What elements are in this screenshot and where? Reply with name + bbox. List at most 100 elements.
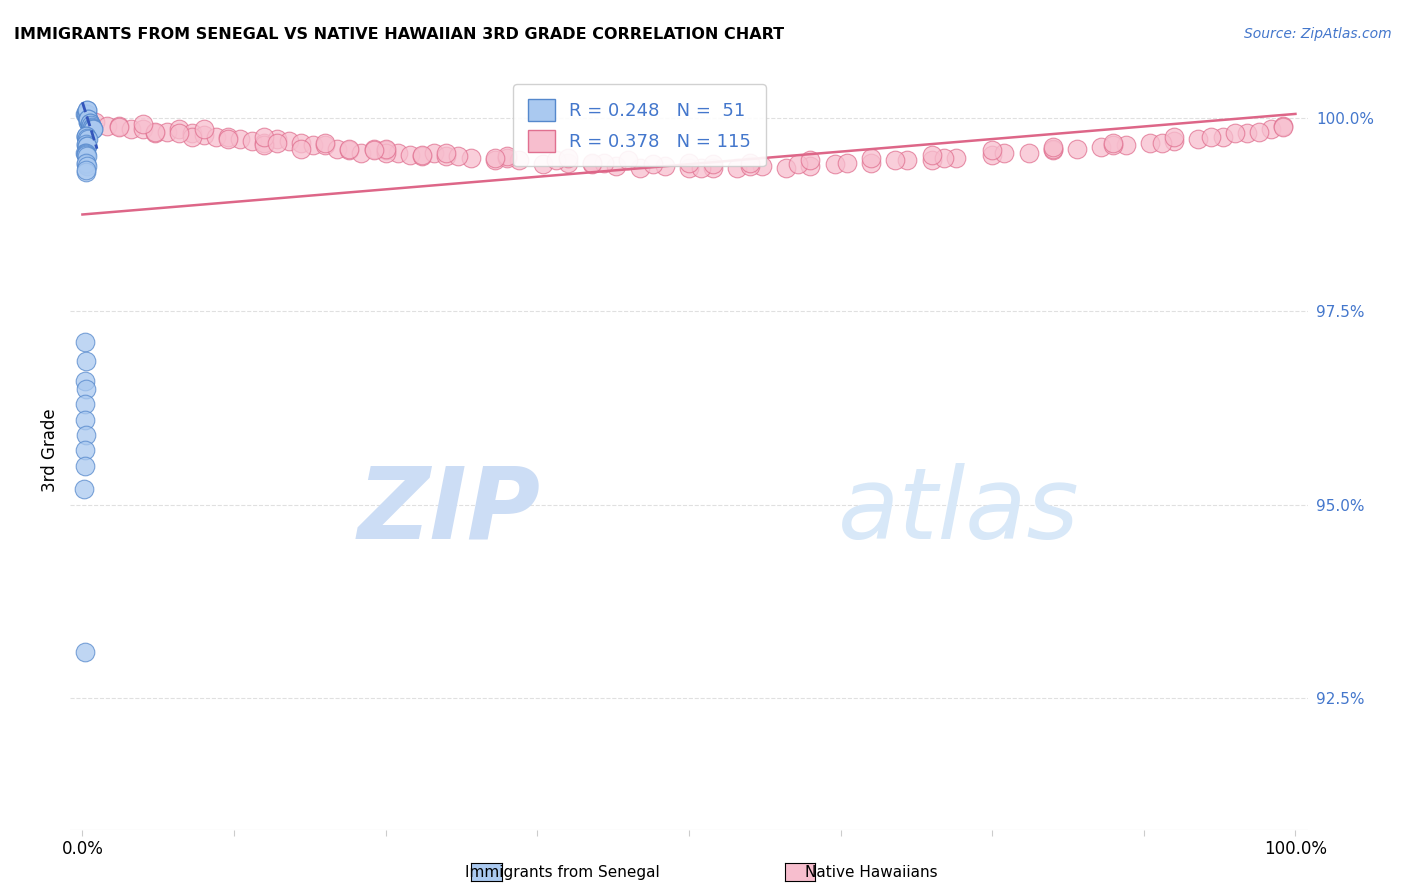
Point [73, 645, 96, 659]
Point [73, 458, 96, 473]
Point [921, 148, 943, 162]
Point [205, 130, 228, 145]
Point [544, 153, 567, 168]
Point [799, 153, 821, 168]
Y-axis label: 3rd Grade: 3rd Grade [41, 409, 59, 492]
Point [169, 126, 191, 140]
Point [1163, 134, 1185, 148]
Point [1272, 119, 1295, 133]
Point [981, 148, 1004, 162]
Point [654, 159, 676, 173]
Point [290, 136, 312, 150]
Point [896, 153, 918, 168]
Point [593, 155, 616, 169]
Point [132, 117, 155, 131]
Point [193, 122, 215, 136]
Point [350, 145, 373, 160]
Point [605, 159, 627, 173]
Point [253, 130, 276, 145]
Point [76, 103, 98, 117]
Text: ZIP: ZIP [357, 463, 540, 559]
Point [76, 107, 98, 121]
Point [702, 157, 724, 171]
Point [82, 120, 104, 134]
Point [531, 157, 554, 171]
Point [1212, 130, 1234, 145]
Text: Native Hawaiians: Native Hawaiians [806, 865, 938, 880]
Point [156, 125, 179, 139]
Point [73, 443, 96, 458]
Point [1115, 137, 1137, 152]
Point [1042, 143, 1064, 157]
Point [253, 137, 276, 152]
Point [75, 137, 97, 152]
Text: atlas: atlas [838, 463, 1078, 559]
Point [240, 134, 263, 148]
Point [1163, 130, 1185, 145]
Point [169, 122, 191, 136]
Point [1223, 126, 1246, 140]
Point [73, 107, 96, 121]
Point [1247, 125, 1270, 139]
Point [75, 107, 97, 121]
Point [387, 145, 409, 160]
Point [411, 148, 433, 162]
Point [508, 153, 530, 168]
Point [75, 148, 97, 162]
Point [411, 149, 433, 163]
Point [75, 129, 97, 144]
Point [434, 149, 457, 163]
Point [1187, 132, 1209, 146]
Point [75, 147, 97, 161]
Point [79, 117, 101, 131]
Point [945, 151, 967, 165]
Point [77, 114, 100, 128]
Point [73, 412, 96, 426]
Legend: R = 0.248   N =  51, R = 0.378   N = 115: R = 0.248 N = 51, R = 0.378 N = 115 [513, 84, 766, 166]
Point [787, 157, 810, 171]
Point [77, 132, 100, 146]
Point [302, 137, 325, 152]
Point [859, 151, 882, 165]
Point [581, 155, 603, 169]
Point [80, 118, 103, 132]
Point [76, 138, 98, 153]
Point [79, 116, 101, 130]
Point [738, 159, 761, 173]
Point [75, 107, 97, 121]
Point [290, 142, 312, 156]
Point [108, 119, 131, 133]
Point [374, 145, 396, 160]
Point [79, 116, 101, 130]
Point [76, 159, 98, 173]
Point [80, 119, 103, 133]
Point [363, 142, 385, 156]
Text: Source: ZipAtlas.com: Source: ZipAtlas.com [1244, 27, 1392, 41]
Point [73, 374, 96, 388]
Point [75, 157, 97, 171]
Point [314, 136, 336, 150]
Point [314, 137, 336, 152]
Point [932, 151, 955, 165]
Point [460, 151, 482, 165]
Point [628, 161, 651, 175]
Point [180, 130, 202, 145]
Point [399, 148, 422, 162]
Point [73, 145, 96, 160]
Point [132, 122, 155, 136]
Point [76, 149, 98, 163]
Text: Immigrants from Senegal: Immigrants from Senegal [465, 865, 659, 880]
Point [1199, 130, 1222, 145]
Point [326, 142, 349, 156]
Point [1066, 142, 1088, 156]
Point [143, 125, 166, 139]
Point [217, 130, 239, 145]
Point [75, 354, 97, 368]
Point [337, 143, 360, 157]
Point [120, 122, 142, 136]
Point [75, 382, 97, 396]
Point [884, 153, 907, 168]
Point [799, 159, 821, 173]
Point [1139, 136, 1161, 150]
Point [484, 151, 506, 165]
